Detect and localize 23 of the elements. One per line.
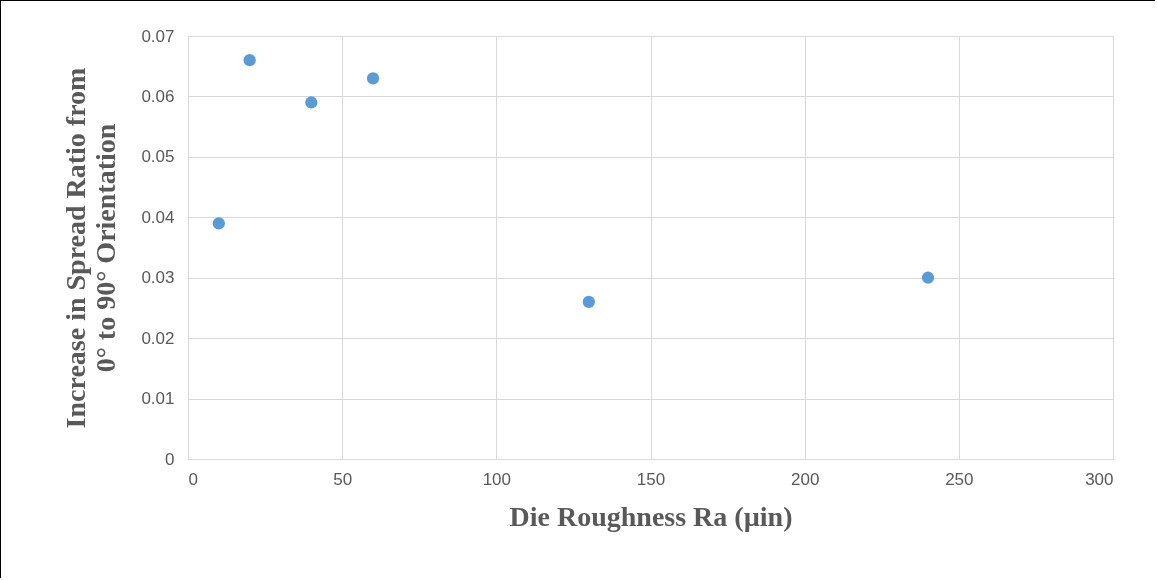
x-axis-title: Die Roughness Ra (µin) <box>509 500 793 532</box>
y-tick-label: 0.05 <box>141 147 175 167</box>
point <box>582 295 595 308</box>
y-tick-label: 0.04 <box>141 207 175 227</box>
point <box>305 96 318 109</box>
y-tick-label: 0.06 <box>141 86 175 106</box>
point <box>212 217 225 230</box>
y-tick-label: 0.03 <box>141 268 175 288</box>
x-tick-label: 300 <box>1085 469 1114 489</box>
x-tick-label: 250 <box>945 469 974 489</box>
point <box>921 271 935 284</box>
x-tick-label: 0 <box>188 469 198 489</box>
x-tick-label: 200 <box>790 469 820 489</box>
y-tick-label: 0.07 <box>141 26 175 46</box>
x-tick-label: 150 <box>636 469 666 489</box>
y-tick-label: 0 <box>165 449 175 469</box>
y-axis-title: Increase in Spread Ratio from 0° to 90° Orientation <box>60 67 122 429</box>
x-tick-label: 50 <box>333 469 353 489</box>
point <box>366 72 380 85</box>
y-tick-label: 0.02 <box>141 328 175 348</box>
x-tick-label: 100 <box>482 469 512 489</box>
point <box>243 54 256 67</box>
y-tick-label: 0.01 <box>141 389 175 409</box>
